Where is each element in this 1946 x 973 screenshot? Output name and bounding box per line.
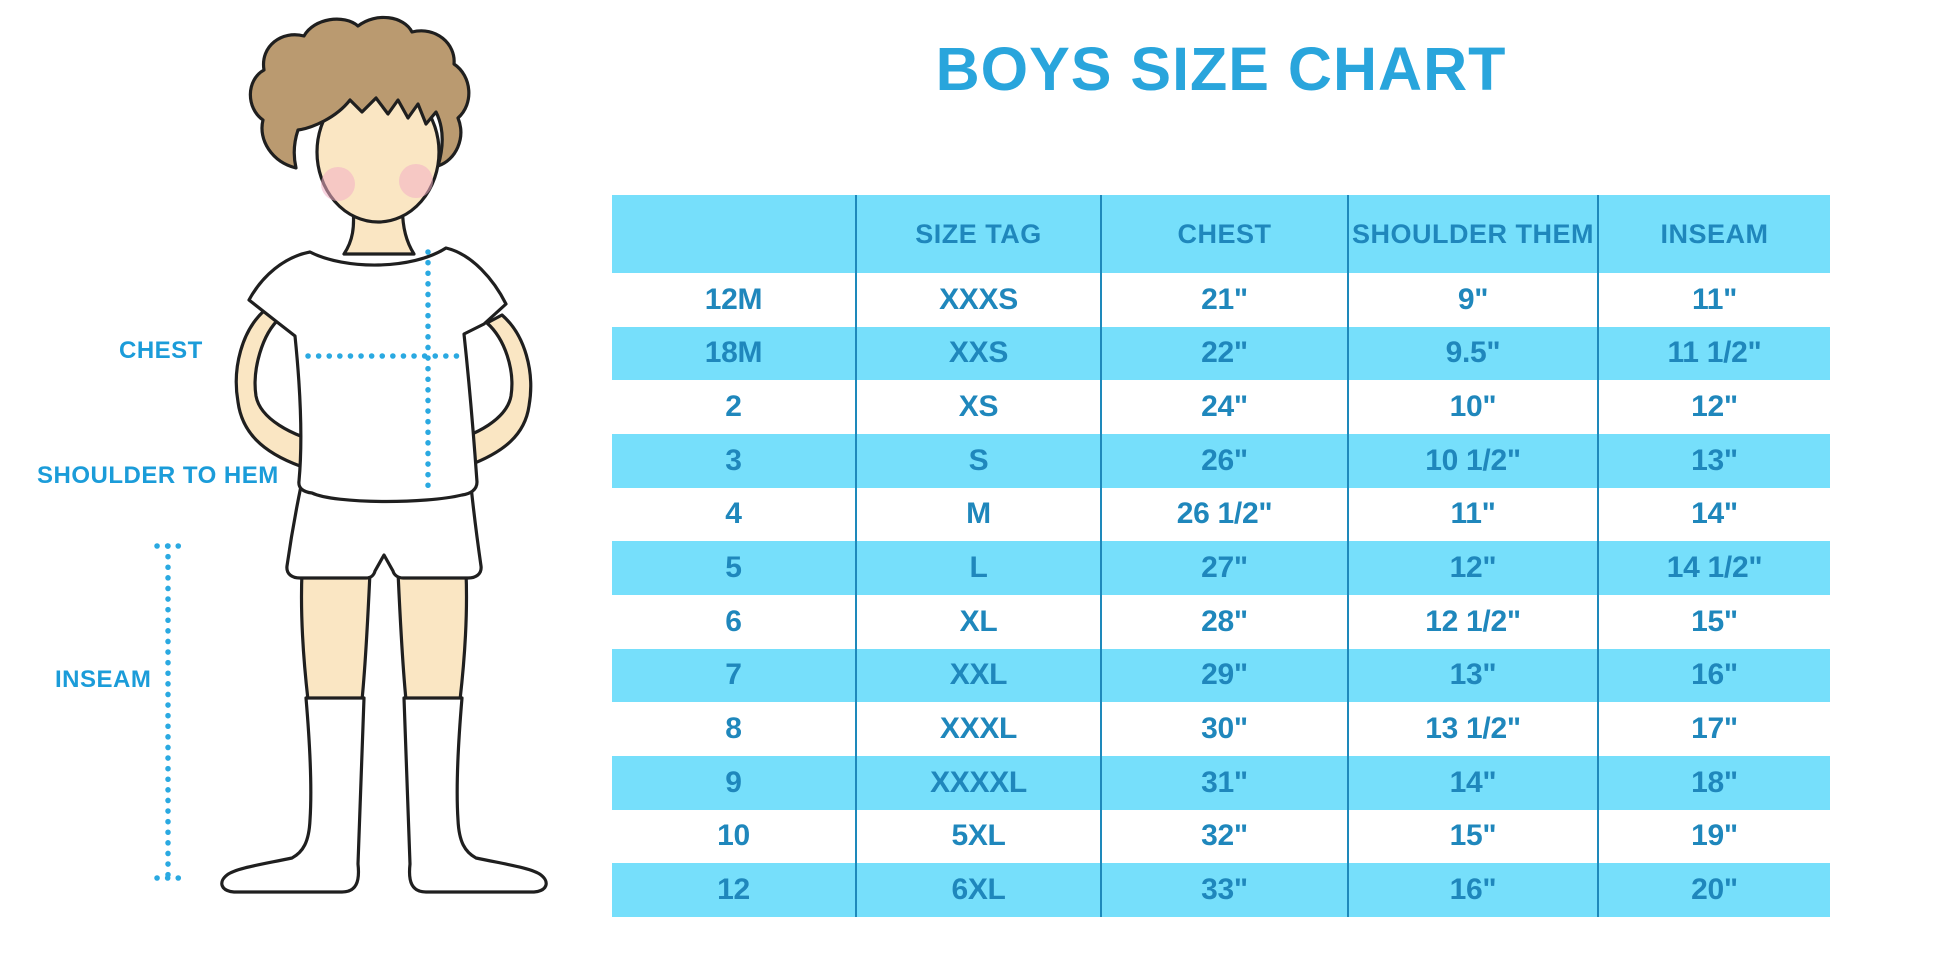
table-cell: 22" (1100, 326, 1348, 381)
table-cell: 4 (725, 497, 742, 531)
table-cell: 14 1/2" (1597, 541, 1830, 595)
table-cell: 13" (1347, 648, 1598, 703)
table-row: 4 M 26 1/2" 11" 14" (612, 487, 1830, 542)
table-header-cell-size (612, 195, 856, 273)
table-header-cell-inseam: INSEAM (1597, 195, 1830, 273)
table-cell: 9" (1347, 273, 1598, 327)
table-cell: 20" (1597, 863, 1830, 917)
shoulder-to-hem-label: SHOULDER TO HEM (37, 462, 279, 489)
table-cell: 5 (725, 551, 742, 585)
table-cell: 13" (1597, 433, 1830, 488)
table-cell: 26" (1100, 433, 1348, 488)
table-cell: 13 1/2" (1347, 702, 1598, 756)
table-cell: 14" (1347, 755, 1598, 810)
table-cell: L (855, 541, 1101, 595)
table-cell: 16" (1597, 648, 1830, 703)
table-cell: 11" (1597, 273, 1830, 327)
boy-shirt (247, 246, 508, 504)
table-cell: 12 (717, 873, 750, 907)
table-row: 8 XXXL 30" 13 1/2" 17" (612, 702, 1830, 756)
table-cell: 11" (1347, 487, 1598, 542)
table-cell: 2 (725, 390, 742, 424)
table-cell: 15" (1347, 809, 1598, 864)
page-title: BOYS SIZE CHART (935, 35, 1507, 103)
table-cell: 31" (1100, 755, 1348, 810)
size-table-body: 12M XXXS 21" 9" 11" 18M XXS 22" 9.5" 11 1/2" 2 XS 24… (612, 273, 1830, 917)
table-cell: 17" (1597, 702, 1830, 756)
table-row: 2 XS 24" 10" 12" (612, 380, 1830, 434)
table-cell: 18" (1597, 755, 1830, 810)
table-cell: 5XL (855, 809, 1101, 864)
table-row: 6 XL 28" 12 1/2" 15" (612, 594, 1830, 649)
table-cell: 30" (1100, 702, 1348, 756)
table-cell: 15" (1597, 594, 1830, 649)
size-table: SIZE TAG CHEST SHOULDER THEM INSEAM 12M X… (612, 195, 1830, 917)
table-cell: 6 (725, 604, 742, 638)
table-cell: XXXL (855, 702, 1101, 756)
table-cell: 24" (1100, 380, 1348, 434)
table-cell: 11 1/2" (1597, 326, 1830, 381)
table-cell: 9.5" (1347, 326, 1598, 381)
table-row: 18M XXS 22" 9.5" 11 1/2" (612, 326, 1830, 381)
table-row: 9 XXXXL 31" 14" 18" (612, 755, 1830, 810)
table-cell: 12 1/2" (1347, 594, 1598, 649)
table-cell: 10 1/2" (1347, 433, 1598, 488)
table-cell: 9 (725, 765, 742, 799)
boy-right-cheek (399, 164, 433, 198)
boy-right-sock (402, 696, 548, 894)
table-row: 12 6XL 33" 16" 20" (612, 863, 1830, 917)
table-cell: 18M (704, 336, 763, 370)
table-cell: 21" (1100, 273, 1348, 327)
table-row: 3 S 26" 10 1/2" 13" (612, 433, 1830, 488)
table-cell: 10" (1347, 380, 1598, 434)
table-cell: 6XL (855, 863, 1101, 917)
table-cell: 8 (725, 712, 742, 746)
boy-left-cheek (321, 167, 355, 201)
table-row: 7 XXL 29" 13" 16" (612, 648, 1830, 703)
table-cell: 32" (1100, 809, 1348, 864)
table-row: 5 L 27" 12" 14 1/2" (612, 541, 1830, 595)
table-cell: S (855, 433, 1101, 488)
table-cell: 16" (1347, 863, 1598, 917)
table-cell: XS (855, 380, 1101, 434)
table-header-row: SIZE TAG CHEST SHOULDER THEM INSEAM (612, 195, 1830, 273)
table-cell: 12" (1347, 541, 1598, 595)
table-cell: 33" (1100, 863, 1348, 917)
table-cell: 7 (725, 658, 742, 692)
table-cell: 19" (1597, 809, 1830, 864)
table-header-cell-chest: CHEST (1100, 195, 1348, 273)
table-cell: XXL (855, 648, 1101, 703)
boy-left-sock (220, 696, 366, 894)
table-cell: M (855, 487, 1101, 542)
table-cell: 3 (725, 443, 742, 477)
table-header-cell-size-tag: SIZE TAG (855, 195, 1101, 273)
inseam-label: INSEAM (55, 666, 152, 693)
table-cell: 10 (717, 819, 750, 853)
boy-illustration (154, 15, 548, 894)
table-row: 10 5XL 32" 15" 19" (612, 809, 1830, 864)
boy-hair (248, 15, 471, 170)
table-row: 12M XXXS 21" 9" 11" (612, 273, 1830, 327)
table-cell: XXXS (855, 273, 1101, 327)
table-cell: 12M (704, 282, 763, 316)
chest-label: CHEST (119, 337, 203, 364)
table-header-cell-shoulder: SHOULDER THEM (1347, 195, 1598, 273)
table-cell: 28" (1100, 594, 1348, 649)
table-cell: 14" (1597, 487, 1830, 542)
boy-left-leg (299, 570, 372, 702)
table-cell: XXS (855, 326, 1101, 381)
table-cell: XL (855, 594, 1101, 649)
boy-right-leg (396, 570, 469, 702)
table-cell: 12" (1597, 380, 1830, 434)
table-cell: XXXXL (855, 755, 1101, 810)
table-cell: 29" (1100, 648, 1348, 703)
table-cell: 27" (1100, 541, 1348, 595)
table-cell: 26 1/2" (1100, 487, 1348, 542)
